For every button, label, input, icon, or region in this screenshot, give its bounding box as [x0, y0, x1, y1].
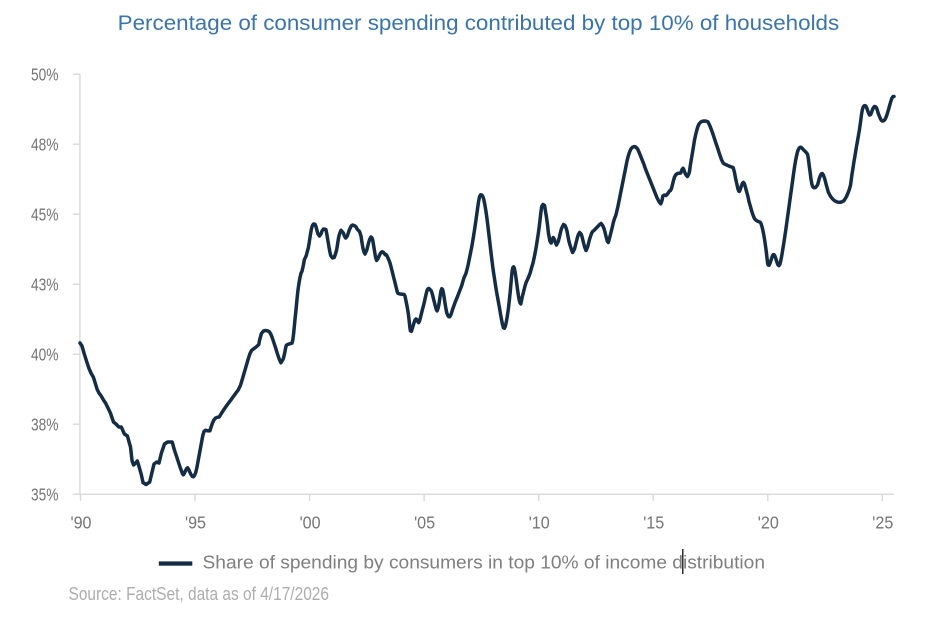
- svg-text:Share of spending by consumers: Share of spending by consumers in top 10…: [203, 553, 766, 573]
- svg-text:'95: '95: [185, 512, 206, 532]
- svg-text:'90: '90: [71, 512, 92, 532]
- svg-text:'15: '15: [643, 512, 664, 532]
- svg-text:50%: 50%: [31, 65, 59, 85]
- svg-text:'20: '20: [758, 512, 779, 532]
- svg-text:40%: 40%: [31, 345, 59, 365]
- svg-text:Source: FactSet, data as of 4/: Source: FactSet, data as of 4/17/2026: [69, 584, 330, 604]
- svg-text:45%: 45%: [31, 205, 59, 225]
- svg-text:43%: 43%: [31, 275, 59, 295]
- svg-text:38%: 38%: [31, 415, 59, 435]
- svg-text:'00: '00: [300, 512, 321, 532]
- svg-text:'10: '10: [529, 512, 550, 532]
- svg-text:'05: '05: [414, 512, 435, 532]
- svg-text:'25: '25: [872, 512, 893, 532]
- svg-text:Percentage of consumer spendin: Percentage of consumer spending contribu…: [118, 11, 840, 35]
- svg-text:48%: 48%: [31, 135, 59, 155]
- svg-text:35%: 35%: [31, 485, 59, 505]
